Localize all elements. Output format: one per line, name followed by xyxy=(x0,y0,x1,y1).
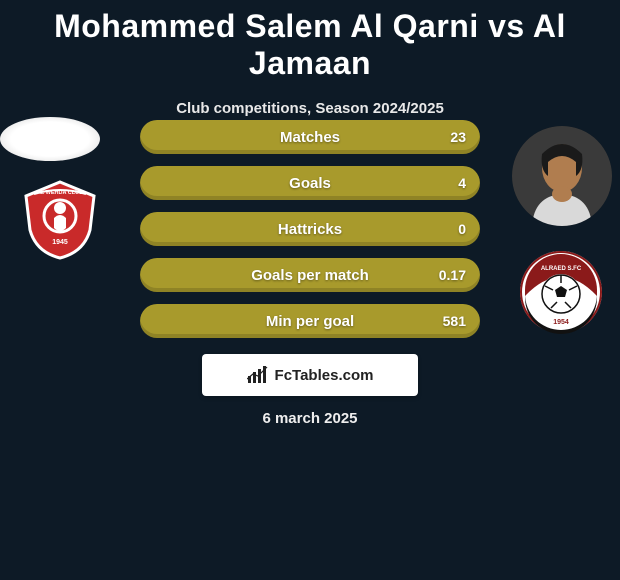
club-2-crest: ALRAED S.FC 1954 xyxy=(519,250,603,334)
stat-row-hattricks: Hattricks 0 xyxy=(140,212,480,246)
bar-chart-icon xyxy=(247,366,269,384)
brand-box: FcTables.com xyxy=(202,354,418,396)
stat-right-value: 0 xyxy=(458,221,466,237)
player-2-avatar xyxy=(512,126,612,226)
brand-text: FcTables.com xyxy=(275,367,374,384)
stat-right-value: 23 xyxy=(450,129,466,145)
page-title: Mohammed Salem Al Qarni vs Al Jamaan xyxy=(0,0,620,82)
stat-row-mpg: Min per goal 581 xyxy=(140,304,480,338)
stats-bars: Matches 23 Goals 4 Hattricks 0 Goals per… xyxy=(140,120,480,350)
club-2-year: 1954 xyxy=(553,319,569,326)
club-1-crest: AL WEHDA CLUB 1945 xyxy=(18,178,102,262)
club-1-name: AL WEHDA CLUB xyxy=(37,190,83,196)
stat-label: Matches xyxy=(280,129,340,146)
stat-label: Hattricks xyxy=(278,221,342,238)
stat-row-gpm: Goals per match 0.17 xyxy=(140,258,480,292)
player-1-avatar xyxy=(0,117,100,161)
subtitle: Club competitions, Season 2024/2025 xyxy=(0,100,620,117)
stat-row-matches: Matches 23 xyxy=(140,120,480,154)
stat-label: Min per goal xyxy=(266,313,354,330)
stat-right-value: 0.17 xyxy=(439,267,466,283)
stat-row-goals: Goals 4 xyxy=(140,166,480,200)
stat-right-value: 581 xyxy=(443,313,466,329)
club-1-year: 1945 xyxy=(52,239,68,246)
stat-right-value: 4 xyxy=(458,175,466,191)
stat-label: Goals per match xyxy=(251,267,369,284)
date-text: 6 march 2025 xyxy=(0,410,620,427)
club-2-name: ALRAED S.FC xyxy=(541,266,582,272)
stat-label: Goals xyxy=(289,175,331,192)
